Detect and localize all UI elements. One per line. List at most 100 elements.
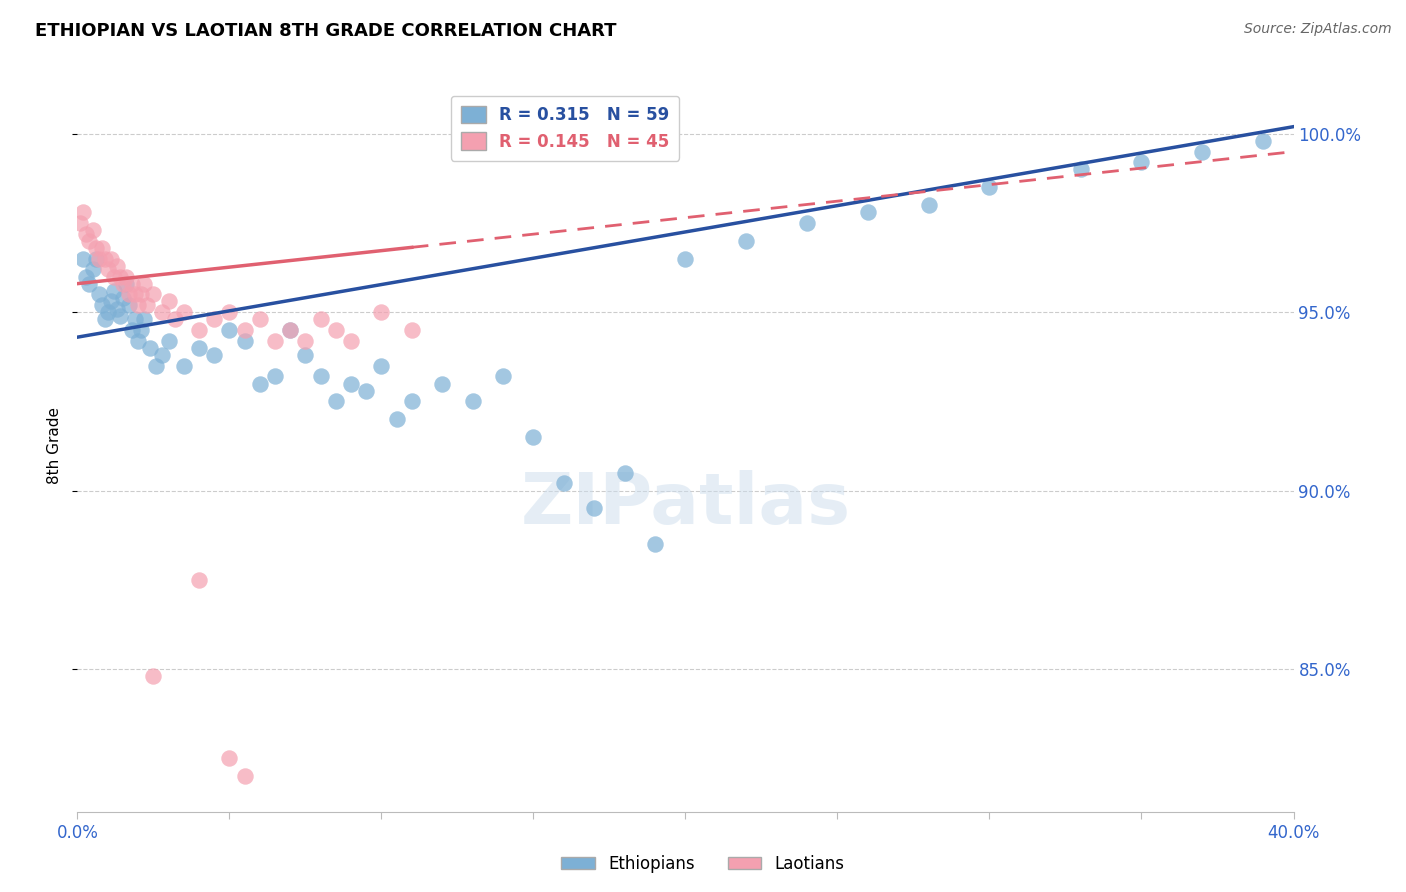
Point xyxy=(108,269,131,284)
Point xyxy=(129,287,152,301)
Point xyxy=(105,259,128,273)
Point xyxy=(583,501,606,516)
Point xyxy=(294,348,316,362)
Point xyxy=(522,430,544,444)
Point xyxy=(340,376,363,391)
Point xyxy=(1191,145,1213,159)
Point xyxy=(79,277,101,291)
Point xyxy=(157,334,180,348)
Point xyxy=(127,334,149,348)
Point xyxy=(385,412,408,426)
Point xyxy=(233,769,256,783)
Point xyxy=(979,180,1001,194)
Point xyxy=(278,323,301,337)
Point xyxy=(432,376,454,391)
Point xyxy=(105,301,128,316)
Point xyxy=(325,323,347,337)
Point xyxy=(121,277,143,291)
Text: Source: ZipAtlas.com: Source: ZipAtlas.com xyxy=(1244,22,1392,37)
Point xyxy=(84,252,107,266)
Point xyxy=(163,312,186,326)
Point xyxy=(796,216,818,230)
Point xyxy=(152,305,174,319)
Point xyxy=(111,291,134,305)
Point xyxy=(134,312,156,326)
Point xyxy=(188,341,211,355)
Point xyxy=(142,669,165,683)
Point xyxy=(173,305,195,319)
Point xyxy=(72,252,94,266)
Point xyxy=(173,359,195,373)
Point xyxy=(675,252,697,266)
Point xyxy=(121,323,143,337)
Point xyxy=(127,298,149,312)
Point xyxy=(188,323,211,337)
Point xyxy=(264,334,287,348)
Point xyxy=(115,269,138,284)
Point xyxy=(108,309,131,323)
Point xyxy=(233,334,256,348)
Point xyxy=(142,287,165,301)
Point xyxy=(72,205,94,219)
Point xyxy=(401,394,423,409)
Point xyxy=(90,241,112,255)
Point xyxy=(264,369,287,384)
Point xyxy=(370,359,392,373)
Point xyxy=(139,341,162,355)
Point xyxy=(278,323,301,337)
Point xyxy=(134,277,156,291)
Text: ZIPatlas: ZIPatlas xyxy=(520,470,851,539)
Point xyxy=(218,305,240,319)
Point xyxy=(111,277,134,291)
Point xyxy=(124,287,146,301)
Point xyxy=(82,223,104,237)
Point xyxy=(103,269,125,284)
Point xyxy=(118,287,141,301)
Point xyxy=(75,227,97,241)
Point xyxy=(93,312,115,326)
Legend: R = 0.315   N = 59, R = 0.145   N = 45: R = 0.315 N = 59, R = 0.145 N = 45 xyxy=(450,96,679,161)
Point xyxy=(309,312,332,326)
Point xyxy=(87,287,110,301)
Point xyxy=(136,298,159,312)
Point xyxy=(84,241,107,255)
Point xyxy=(1130,155,1153,169)
Point xyxy=(613,466,636,480)
Point xyxy=(97,262,120,277)
Point xyxy=(124,312,146,326)
Point xyxy=(309,369,332,384)
Point xyxy=(100,252,122,266)
Point xyxy=(553,476,575,491)
Point xyxy=(87,252,110,266)
Text: ETHIOPIAN VS LAOTIAN 8TH GRADE CORRELATION CHART: ETHIOPIAN VS LAOTIAN 8TH GRADE CORRELATI… xyxy=(35,22,617,40)
Point xyxy=(492,369,515,384)
Point xyxy=(1070,162,1092,177)
Point xyxy=(157,294,180,309)
Point xyxy=(401,323,423,337)
Point xyxy=(69,216,91,230)
Point xyxy=(115,277,138,291)
Point xyxy=(82,262,104,277)
Point xyxy=(202,312,225,326)
Point xyxy=(202,348,225,362)
Point xyxy=(249,376,271,391)
Point xyxy=(735,234,758,248)
Point xyxy=(145,359,167,373)
Point xyxy=(218,751,240,765)
Point xyxy=(129,323,152,337)
Point xyxy=(461,394,484,409)
Point xyxy=(294,334,316,348)
Point xyxy=(75,269,97,284)
Point xyxy=(233,323,256,337)
Point xyxy=(97,305,120,319)
Point xyxy=(90,298,112,312)
Point xyxy=(118,298,141,312)
Point xyxy=(152,348,174,362)
Point xyxy=(103,284,125,298)
Point xyxy=(100,294,122,309)
Point xyxy=(218,323,240,337)
Point xyxy=(354,384,377,398)
Point xyxy=(856,205,879,219)
Point xyxy=(79,234,101,248)
Point xyxy=(188,573,211,587)
